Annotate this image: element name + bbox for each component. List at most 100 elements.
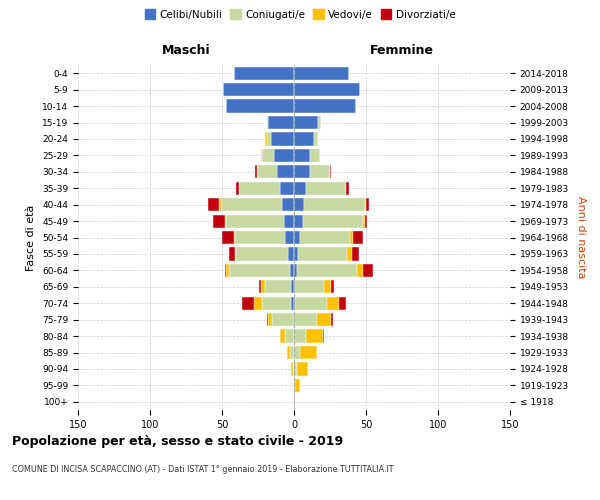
Bar: [235, 231, 286, 244]
Bar: [294, 313, 317, 326]
Bar: [363, 264, 373, 277]
Bar: [365, 214, 367, 228]
Bar: [280, 182, 294, 195]
Bar: [288, 248, 294, 260]
Bar: [259, 280, 261, 293]
Y-axis label: Anni di nascita: Anni di nascita: [575, 196, 586, 279]
Bar: [239, 182, 280, 195]
Bar: [226, 264, 229, 277]
Bar: [222, 231, 233, 244]
Bar: [294, 362, 297, 376]
Bar: [298, 248, 347, 260]
Bar: [254, 296, 262, 310]
Bar: [226, 214, 284, 228]
Bar: [268, 116, 294, 129]
Bar: [274, 149, 294, 162]
Bar: [294, 248, 298, 260]
Bar: [235, 248, 236, 260]
Text: Maschi: Maschi: [161, 44, 211, 57]
Legend: Celibi/Nubili, Coniugati/e, Vedovi/e, Divorziati/e: Celibi/Nubili, Coniugati/e, Vedovi/e, Di…: [140, 5, 460, 24]
Bar: [319, 116, 322, 129]
Bar: [331, 313, 333, 326]
Bar: [346, 182, 349, 195]
Bar: [304, 198, 365, 211]
Bar: [261, 149, 262, 162]
Bar: [297, 264, 358, 277]
Bar: [294, 231, 300, 244]
Bar: [365, 198, 366, 211]
Bar: [294, 100, 356, 112]
Bar: [280, 330, 286, 342]
Bar: [323, 330, 324, 342]
Bar: [283, 198, 294, 211]
Bar: [331, 280, 334, 293]
Bar: [266, 313, 268, 326]
Bar: [314, 132, 319, 145]
Bar: [330, 165, 331, 178]
Bar: [291, 296, 294, 310]
Bar: [350, 231, 353, 244]
Bar: [295, 280, 324, 293]
Bar: [226, 100, 294, 112]
Bar: [277, 165, 294, 178]
Bar: [294, 214, 302, 228]
Bar: [233, 66, 294, 80]
Bar: [294, 346, 300, 359]
Bar: [327, 296, 338, 310]
Bar: [294, 83, 360, 96]
Bar: [287, 346, 290, 359]
Bar: [262, 149, 274, 162]
Bar: [293, 313, 294, 326]
Bar: [265, 280, 291, 293]
Bar: [295, 379, 300, 392]
Bar: [358, 264, 363, 277]
Bar: [214, 214, 225, 228]
Bar: [293, 362, 294, 376]
Bar: [363, 214, 365, 228]
Bar: [324, 280, 331, 293]
Bar: [272, 313, 293, 326]
Bar: [233, 231, 235, 244]
Bar: [294, 395, 295, 408]
Bar: [294, 116, 319, 129]
Bar: [294, 182, 305, 195]
Bar: [229, 264, 290, 277]
Bar: [300, 346, 317, 359]
Bar: [261, 280, 265, 293]
Bar: [366, 198, 369, 211]
Bar: [225, 214, 226, 228]
Bar: [353, 231, 363, 244]
Text: Femmine: Femmine: [370, 44, 434, 57]
Bar: [352, 248, 359, 260]
Bar: [302, 214, 363, 228]
Bar: [268, 313, 272, 326]
Bar: [242, 296, 254, 310]
Bar: [286, 330, 294, 342]
Bar: [236, 248, 288, 260]
Bar: [294, 264, 297, 277]
Bar: [300, 231, 350, 244]
Bar: [291, 280, 294, 293]
Bar: [257, 165, 277, 178]
Bar: [294, 66, 349, 80]
Bar: [229, 248, 235, 260]
Bar: [286, 231, 294, 244]
Bar: [223, 83, 294, 96]
Bar: [338, 296, 346, 310]
Bar: [221, 198, 283, 211]
Bar: [347, 248, 352, 260]
Bar: [305, 330, 323, 342]
Bar: [294, 296, 295, 310]
Bar: [208, 198, 219, 211]
Bar: [219, 198, 221, 211]
Bar: [266, 132, 271, 145]
Bar: [291, 362, 293, 376]
Bar: [271, 132, 294, 145]
Bar: [294, 132, 314, 145]
Bar: [295, 296, 327, 310]
Bar: [294, 280, 295, 293]
Bar: [310, 165, 330, 178]
Bar: [266, 116, 268, 129]
Bar: [294, 165, 310, 178]
Bar: [317, 313, 331, 326]
